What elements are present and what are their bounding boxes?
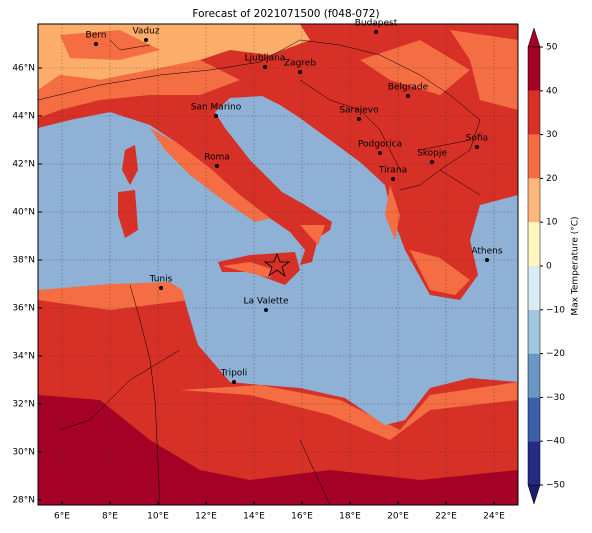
colorbar-tick-label: 30	[546, 130, 558, 140]
map	[38, 24, 518, 505]
lat-label: 28°N	[12, 496, 35, 506]
lat-label: 36°N	[12, 304, 35, 314]
city-dot	[475, 145, 479, 149]
colorbar-band	[528, 222, 540, 266]
city-dot	[94, 42, 98, 46]
city-dot	[215, 164, 219, 168]
city-dot	[214, 114, 218, 118]
city-dot	[406, 94, 410, 98]
city-label: Podgorica	[358, 140, 402, 150]
colorbar-extend-min	[527, 484, 541, 505]
colorbar-band	[528, 90, 540, 135]
lat-label: 46°N	[12, 64, 35, 74]
lon-label: 6°E	[54, 512, 70, 522]
lon-label: 22°E	[435, 512, 457, 522]
city-label: Vaduz	[132, 27, 159, 37]
city-dot	[264, 308, 268, 312]
city-label: Skopje	[417, 149, 447, 159]
lat-label: 32°N	[12, 400, 35, 410]
colorbar-tick-label: −40	[546, 437, 565, 447]
city-dot	[144, 38, 148, 42]
colorbar-tick-label: −20	[546, 349, 565, 359]
colorbar-tick-label: −50	[546, 481, 565, 491]
city-label: Sarajevo	[339, 106, 379, 116]
colorbar-tick-label: −30	[546, 393, 565, 403]
lon-label: 14°E	[243, 512, 265, 522]
lon-label: 24°E	[483, 512, 505, 522]
lat-label: 38°N	[12, 256, 35, 266]
colorbar-band	[528, 134, 540, 179]
city-dot	[357, 117, 361, 121]
city-label: Tirana	[378, 166, 407, 176]
city-label: Tunis	[149, 275, 173, 285]
lat-label: 34°N	[12, 352, 35, 362]
city-label: Zagreb	[284, 59, 316, 69]
colorbar-tick-label: −10	[546, 305, 565, 315]
lon-label: 20°E	[387, 512, 409, 522]
lat-label: 40°N	[12, 208, 35, 218]
colorbar-band	[528, 266, 540, 310]
lat-label: 30°N	[12, 448, 35, 458]
city-dot	[374, 30, 378, 34]
colorbar-tick-label: 50	[546, 43, 558, 53]
colorbar-tick-label: 40	[546, 86, 558, 96]
city-dot	[485, 258, 489, 262]
city-label: Belgrade	[388, 83, 429, 93]
title: Forecast of 2021071500 (f048-072)	[192, 8, 379, 20]
lat-label: 42°N	[12, 160, 35, 170]
city-label: La Valette	[244, 297, 289, 307]
colorbar-tick-label: 20	[546, 174, 558, 184]
colorbar-tick-label: 10	[546, 218, 558, 228]
city-dot	[430, 160, 434, 164]
colorbar-band	[528, 178, 540, 223]
city-label: Athens	[471, 247, 502, 257]
lon-label: 8°E	[102, 512, 118, 522]
lon-label: 18°E	[339, 512, 361, 522]
star-marker	[263, 252, 291, 278]
city-dot	[298, 70, 302, 74]
city-label: Sofia	[466, 134, 488, 144]
city-label: San Marino	[191, 103, 242, 113]
city-label: Roma	[204, 153, 230, 163]
map-frame	[37, 23, 519, 506]
lon-label: 16°E	[291, 512, 313, 522]
colorbar-band	[528, 353, 540, 398]
city-dot	[232, 380, 236, 384]
lon-label: 10°E	[147, 512, 169, 522]
city-dot	[263, 65, 267, 69]
colorbar-band	[528, 441, 540, 485]
colorbar-label: Max Temperature (°C)	[571, 216, 581, 315]
colorbar-band	[528, 397, 540, 442]
city-label: Ljubljana	[245, 54, 286, 64]
city-label: Budapest	[355, 19, 398, 29]
city-label: Bern	[86, 31, 107, 41]
lat-label: 44°N	[12, 112, 35, 122]
city-dot	[391, 177, 395, 181]
lon-label: 12°E	[195, 512, 217, 522]
city-label: Tripoli	[220, 369, 248, 379]
colorbar-band	[528, 309, 540, 354]
colorbar-extend-max	[527, 27, 541, 48]
city-dot	[159, 286, 163, 290]
colorbar-tick-label: 0	[546, 262, 552, 272]
city-dot	[378, 151, 382, 155]
colorbar-band	[528, 47, 540, 91]
